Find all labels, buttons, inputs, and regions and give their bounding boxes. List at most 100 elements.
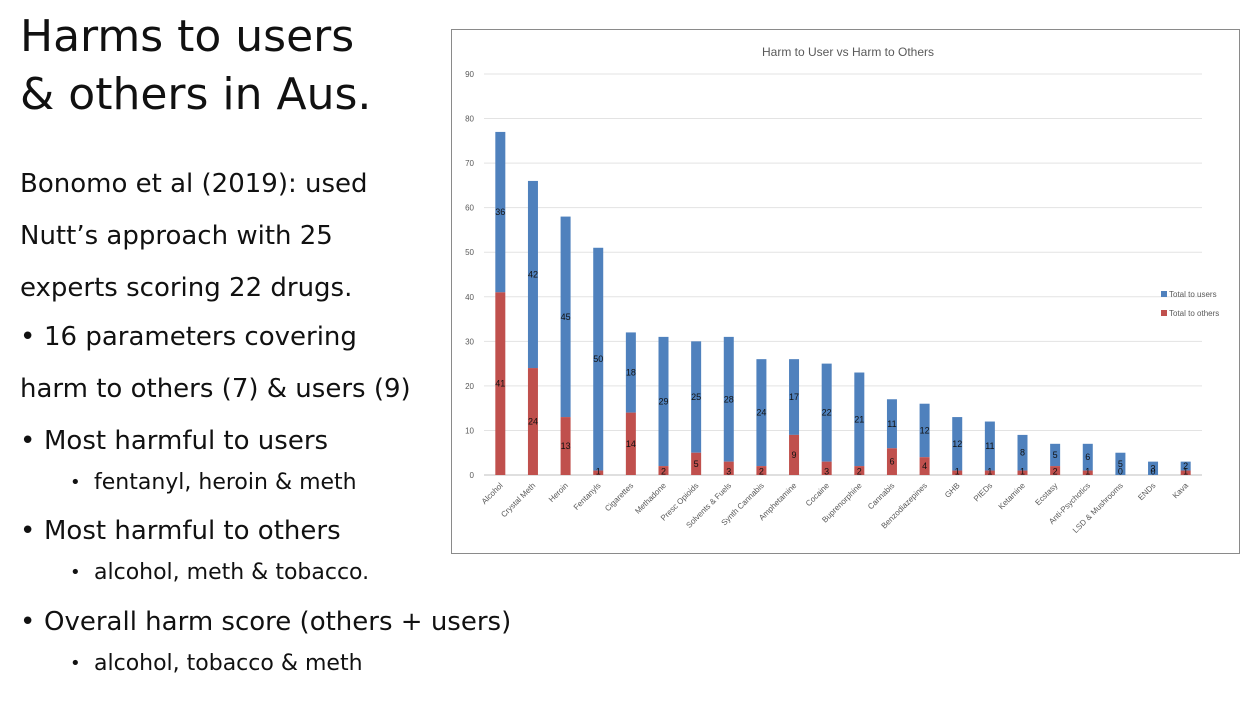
bar-others <box>723 461 734 475</box>
subbullet-text: alcohol, meth & tobacco. <box>94 560 370 585</box>
y-tick-label: 10 <box>465 426 474 435</box>
legend-label: Total to others <box>1169 309 1219 318</box>
bar-users <box>756 359 767 467</box>
bar-users <box>854 372 865 467</box>
data-label-others: 2 <box>661 467 666 477</box>
y-tick-label: 0 <box>470 471 475 480</box>
bar-users <box>1017 434 1028 471</box>
y-tick-label: 90 <box>465 70 474 79</box>
data-label-others: 1 <box>1085 467 1090 477</box>
data-label-others: 3 <box>726 467 731 477</box>
bar-users <box>919 403 930 458</box>
bar-users <box>723 336 734 462</box>
data-label-users: 6 <box>1085 452 1090 462</box>
data-label-users: 3 <box>1151 463 1156 473</box>
chart-title: Harm to User vs Harm to Others <box>762 45 934 59</box>
x-tick-label: Alcohol <box>480 481 505 506</box>
y-tick-label: 20 <box>465 382 474 391</box>
y-tick-label: 40 <box>465 293 474 302</box>
x-tick-label: Crystal Meth <box>499 481 537 519</box>
data-label-users: 22 <box>822 408 832 418</box>
data-label-users: 2 <box>1183 461 1188 471</box>
data-label-users: 36 <box>495 207 505 217</box>
bar-others <box>1050 466 1061 475</box>
y-tick-label: 30 <box>465 337 474 346</box>
data-label-users: 28 <box>724 394 734 404</box>
y-tick-label: 80 <box>465 115 474 124</box>
data-label-users: 8 <box>1020 448 1025 458</box>
bar-others <box>658 466 669 475</box>
bar-users <box>1050 443 1061 467</box>
data-label-users: 17 <box>789 392 799 402</box>
bar-users <box>560 216 571 418</box>
bullet-text: Most harmful to others <box>44 516 341 546</box>
bar-others <box>1082 470 1093 475</box>
data-label-others: 1 <box>1183 467 1188 477</box>
data-label-users: 50 <box>593 354 603 364</box>
bar-users <box>691 341 702 453</box>
bar-others <box>691 452 702 475</box>
bar-others <box>527 368 538 475</box>
y-tick-label: 50 <box>465 248 474 257</box>
bar-others <box>952 470 963 475</box>
bar-others <box>789 434 800 475</box>
x-tick-label: Kava <box>1171 481 1191 501</box>
harm-chart: Harm to User vs Harm to Others 0 10 20 30 40 5… <box>451 29 1240 554</box>
data-label-users: 21 <box>854 414 864 424</box>
x-tick-label: Ecstasy <box>1033 481 1059 507</box>
bar-others <box>495 292 506 475</box>
x-tick-label: PIEDs <box>972 481 994 503</box>
slide-title: Harms to users & others in Aus. <box>20 8 371 124</box>
bar-others <box>756 466 767 475</box>
data-label-others: 1 <box>1020 467 1025 477</box>
data-label-others: 5 <box>694 459 699 469</box>
bar-others <box>593 470 604 475</box>
x-tick-label: Cigarettes <box>603 481 635 513</box>
bar-others <box>984 470 995 475</box>
bullet-text: Most harmful to users <box>44 426 329 456</box>
data-label-others: 2 <box>1053 467 1058 477</box>
data-label-others: 0 <box>1118 467 1123 477</box>
x-tick-label: Cannabis <box>866 481 896 511</box>
data-label-others: 6 <box>889 457 894 467</box>
lead-line-2: Nutt’s approach with 25 <box>20 221 333 251</box>
bar-users <box>658 336 669 467</box>
bar-others <box>1180 470 1191 475</box>
lead-text: Bonomo et al (2019): used Nutt’s approac… <box>20 158 450 314</box>
subbullet-text: alcohol, tobacco & meth <box>94 651 363 676</box>
bar-users <box>789 359 800 435</box>
x-tick-label: ENDs <box>1136 481 1157 502</box>
data-label-others: 14 <box>626 439 636 449</box>
data-label-others: 0 <box>1151 467 1156 477</box>
x-tick-label: Cocaine <box>804 481 832 509</box>
bullet-text: 16 parameters covering <box>44 322 357 352</box>
bar-users <box>952 417 963 471</box>
harm-chart-svg: Harm to User vs Harm to Others0102030405… <box>465 45 1219 535</box>
bar-users <box>821 363 832 462</box>
data-label-others: 41 <box>495 379 505 389</box>
data-label-others: 3 <box>824 467 829 477</box>
data-label-users: 11 <box>985 441 994 451</box>
data-label-users: 45 <box>561 312 571 322</box>
bar-users <box>1148 461 1159 475</box>
data-label-others: 1 <box>987 467 992 477</box>
data-label-others: 1 <box>596 467 601 477</box>
data-label-users: 24 <box>756 408 766 418</box>
data-label-users: 29 <box>658 396 668 406</box>
bullet-text-continued: harm to others (7) & users (9) <box>20 374 411 404</box>
bar-users <box>1180 461 1191 471</box>
data-label-users: 5 <box>1053 450 1058 460</box>
data-label-users: 42 <box>528 270 538 280</box>
data-label-others: 9 <box>792 450 797 460</box>
data-label-others: 4 <box>922 461 927 471</box>
title-line-1: Harms to users <box>20 11 355 62</box>
lead-line-3: experts scoring 22 drugs. <box>20 273 353 303</box>
data-label-others: 1 <box>955 467 960 477</box>
data-label-users: 12 <box>920 425 930 435</box>
bar-users <box>495 131 506 293</box>
legend-label: Total to users <box>1169 290 1217 299</box>
data-label-users: 5 <box>1118 459 1123 469</box>
data-label-others: 2 <box>759 467 764 477</box>
bar-users <box>527 180 538 369</box>
legend-swatch <box>1161 291 1167 297</box>
